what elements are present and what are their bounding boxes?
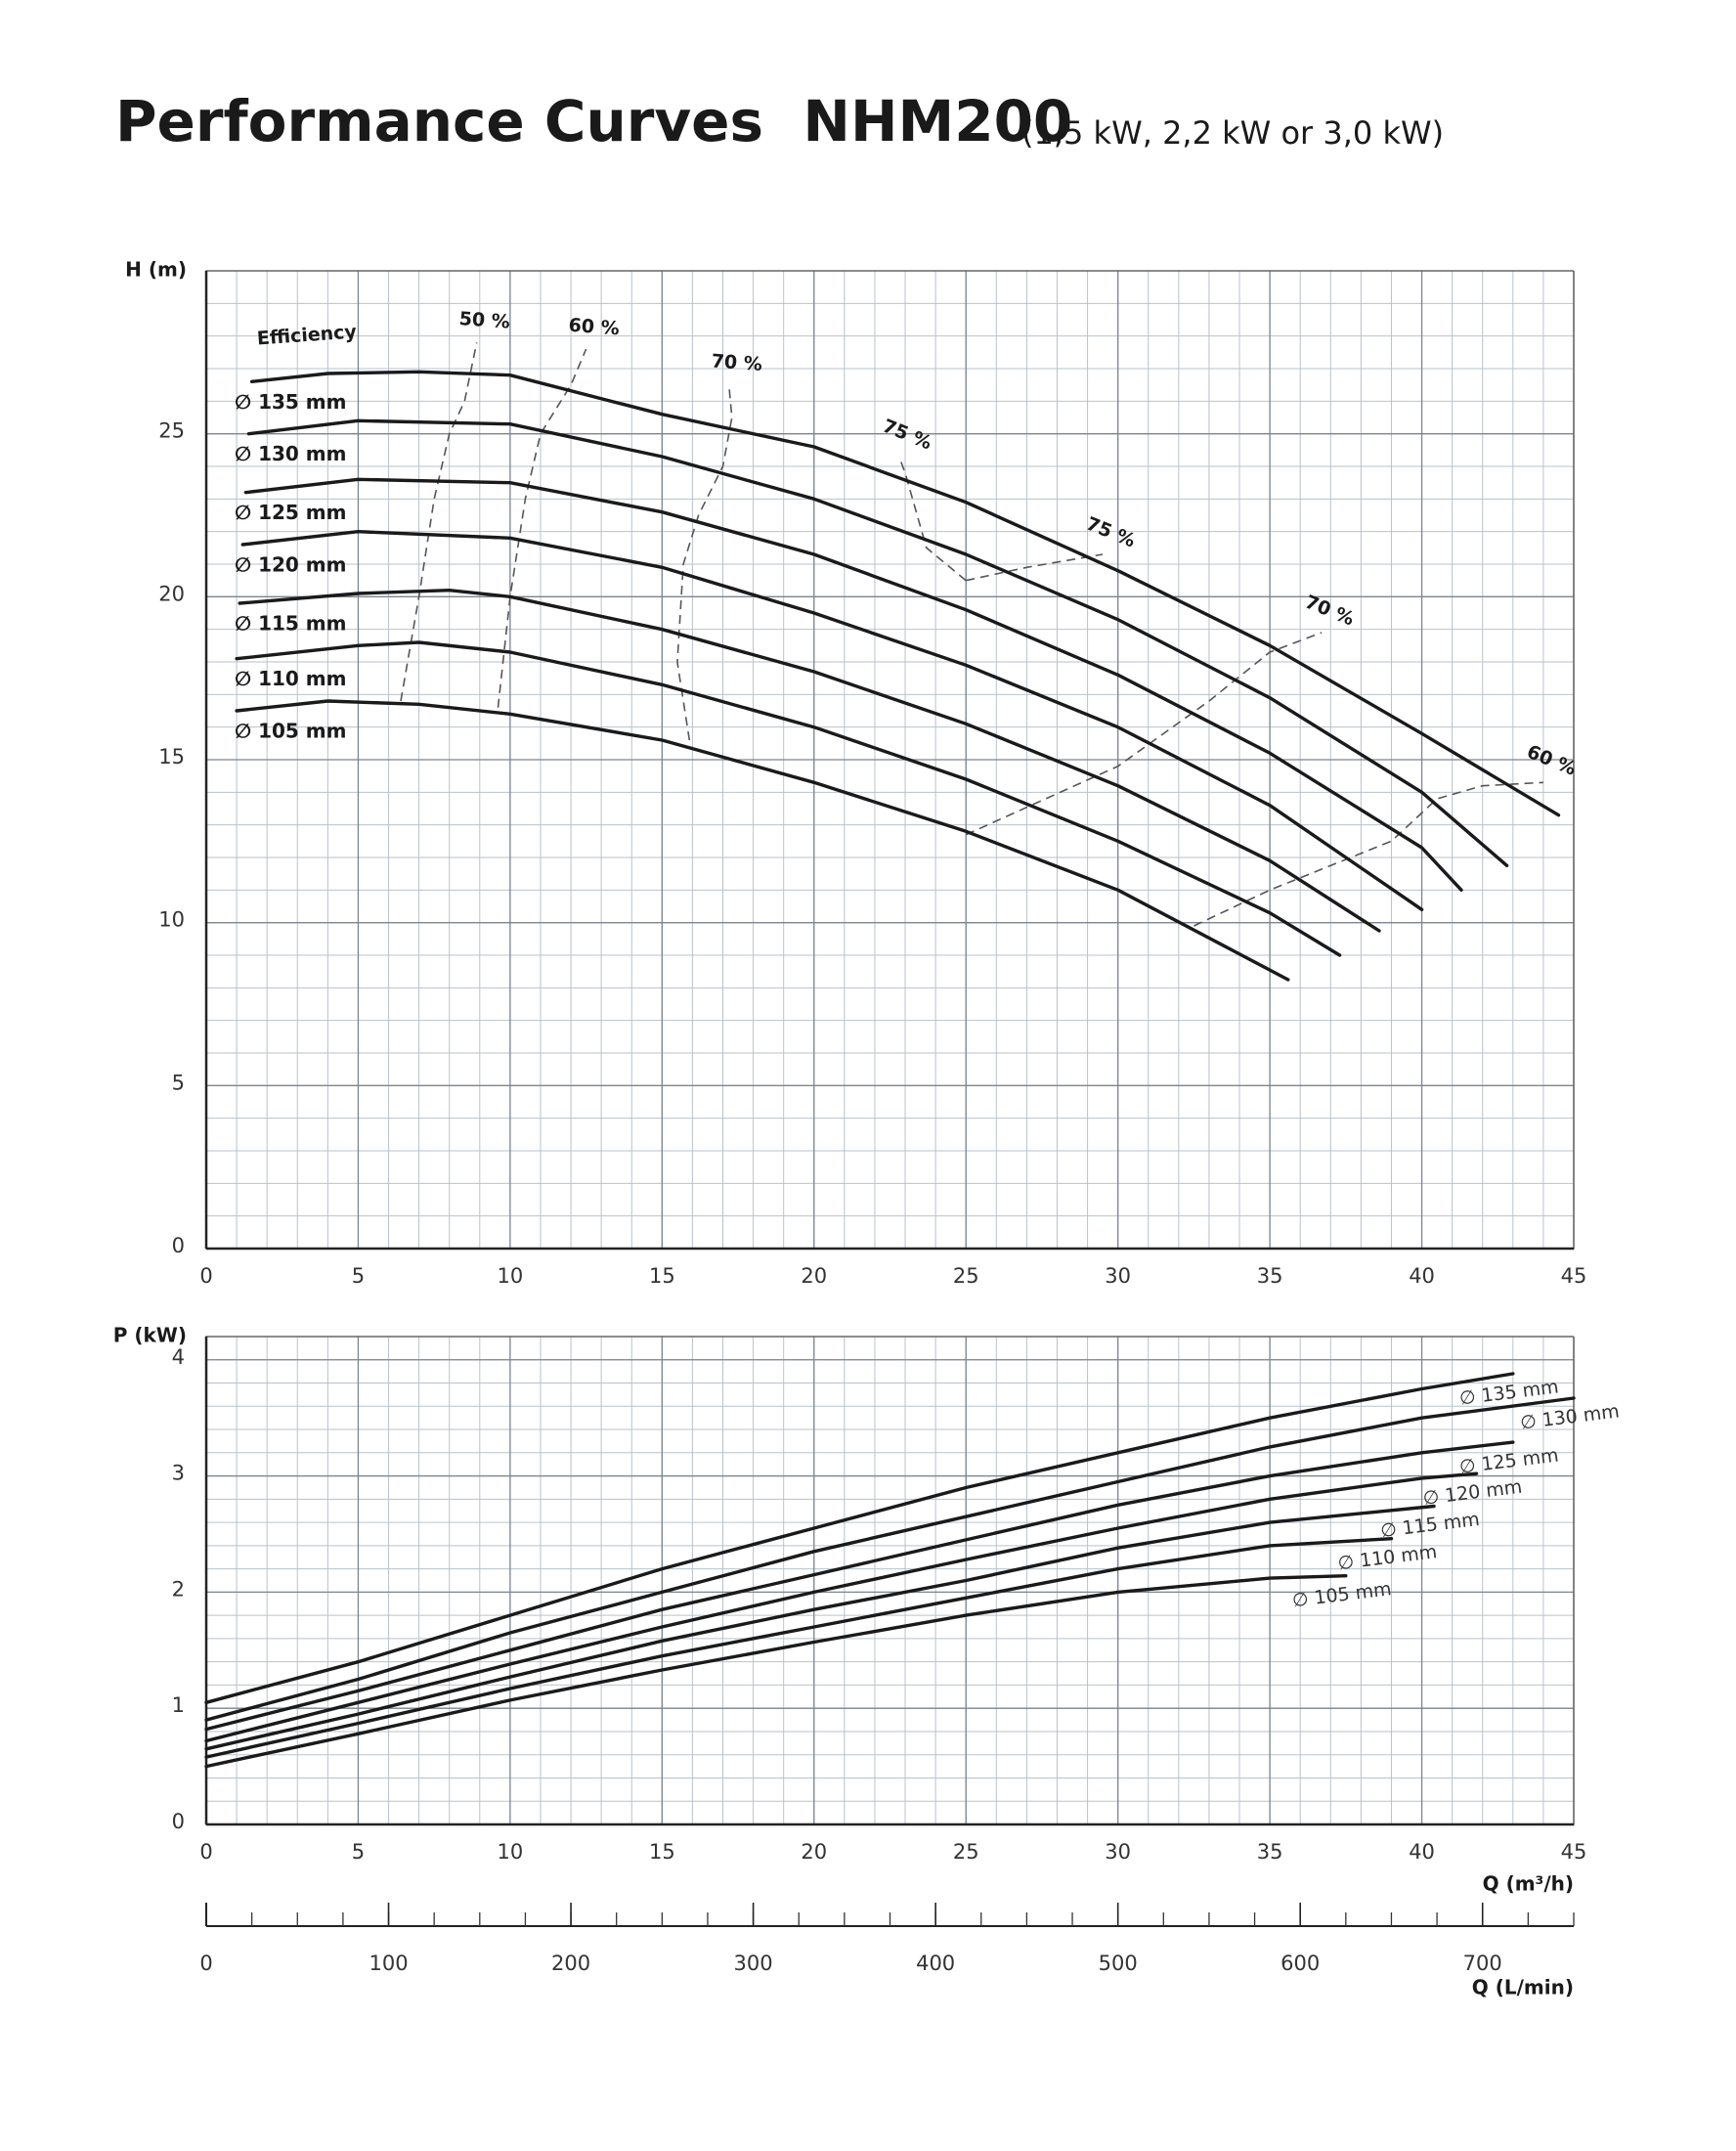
page-subtitle: (1,5 kW, 2,2 kW or 3,0 kW) <box>1021 114 1444 152</box>
curve <box>204 1471 1479 1743</box>
efficiency-curve <box>400 342 478 702</box>
x-tick-label: 20 <box>801 1840 827 1864</box>
curve <box>204 1504 1436 1751</box>
x-axis-label: Q (m³/h) <box>1483 1872 1574 1896</box>
x-tick-label: 5 <box>352 1840 365 1864</box>
curve-label: ∅ 115 mm <box>235 612 346 636</box>
efficiency-curve <box>898 456 967 582</box>
x-tick-label: 35 <box>1257 1264 1283 1288</box>
y-tick-label: 1 <box>172 1693 185 1717</box>
efficiency-curve <box>1194 781 1543 927</box>
curve <box>240 530 1424 911</box>
curve-label: ∅ 105 mm <box>1291 1578 1393 1611</box>
y-tick-label: 3 <box>172 1462 185 1485</box>
efficiency-label: 60 % <box>568 315 621 340</box>
x-tick-label: 0 <box>199 1264 212 1288</box>
efficiency-curve <box>676 384 733 741</box>
curve <box>204 1537 1394 1759</box>
curve <box>204 1396 1576 1722</box>
curve <box>235 699 1290 982</box>
x2-axis-label: Q (L/min) <box>1472 1976 1574 1999</box>
efficiency-label: 75 % <box>880 416 935 455</box>
x2-tick-label: 600 <box>1280 1952 1320 1975</box>
curve <box>249 370 1561 817</box>
efficiency-label: 70 % <box>711 350 763 375</box>
curve-label: ∅ 130 mm <box>235 442 346 465</box>
x-tick-label: 15 <box>649 1264 675 1288</box>
y-axis-label: H (m) <box>125 258 187 282</box>
y-tick-label: 0 <box>172 1234 185 1257</box>
x2-tick-label: 300 <box>734 1952 773 1975</box>
x-tick-label: 20 <box>801 1264 827 1288</box>
curve-label: ∅ 110 mm <box>235 667 346 690</box>
x-tick-label: 30 <box>1105 1264 1131 1288</box>
curve-label: ∅ 120 mm <box>235 553 346 577</box>
curve <box>243 477 1463 892</box>
curve-label: ∅ 135 mm <box>235 390 346 414</box>
x-tick-label: 25 <box>953 1840 979 1864</box>
curve-label: ∅ 105 mm <box>235 720 346 743</box>
efficiency-title: Efficiency <box>256 321 358 349</box>
y-tick-label: 4 <box>172 1345 185 1369</box>
x2-tick-label: 100 <box>369 1952 408 1975</box>
curve <box>246 418 1509 867</box>
curve-label: ∅ 120 mm <box>1422 1476 1524 1510</box>
efficiency-curve <box>497 348 587 708</box>
x-tick-label: 30 <box>1105 1840 1131 1864</box>
x2-tick-label: 700 <box>1463 1952 1502 1975</box>
efficiency-curve <box>966 553 1104 582</box>
x-tick-label: 45 <box>1561 1264 1587 1288</box>
y-axis-label: P (kW) <box>113 1324 187 1347</box>
x-tick-label: 35 <box>1257 1840 1283 1864</box>
x-tick-label: 45 <box>1561 1840 1587 1864</box>
curve-label: ∅ 115 mm <box>1379 1509 1481 1542</box>
efficiency-label: 75 % <box>1083 513 1139 552</box>
page-title: Performance Curves NHM200 <box>115 88 1072 154</box>
y-tick-label: 20 <box>158 582 185 605</box>
curve-label: ∅ 130 mm <box>1519 1400 1621 1433</box>
curve-label: ∅ 125 mm <box>235 501 346 524</box>
x2-tick-label: 400 <box>916 1952 955 1975</box>
x2-tick-label: 0 <box>199 1952 212 1975</box>
y-tick-label: 0 <box>172 1810 185 1833</box>
x-tick-label: 0 <box>199 1840 212 1864</box>
efficiency-label: 60 % <box>1524 741 1580 780</box>
y-tick-label: 2 <box>172 1577 185 1601</box>
x-tick-label: 10 <box>498 1264 524 1288</box>
x-tick-label: 40 <box>1409 1264 1435 1288</box>
y-tick-label: 25 <box>158 419 185 443</box>
curve <box>235 640 1342 957</box>
y-tick-label: 5 <box>172 1071 185 1094</box>
curve <box>204 1372 1515 1704</box>
x2-tick-label: 200 <box>551 1952 590 1975</box>
x-tick-label: 25 <box>953 1264 979 1288</box>
curve <box>204 1574 1348 1769</box>
x-tick-label: 10 <box>498 1840 524 1864</box>
y-tick-label: 15 <box>158 745 185 768</box>
x-tick-label: 40 <box>1409 1840 1435 1864</box>
x-tick-label: 15 <box>649 1840 675 1864</box>
efficiency-curve <box>965 632 1323 836</box>
x2-tick-label: 500 <box>1099 1952 1138 1975</box>
curve <box>238 589 1381 933</box>
x-tick-label: 5 <box>352 1264 365 1288</box>
efficiency-label: 50 % <box>458 308 511 333</box>
curve <box>204 1440 1515 1732</box>
y-tick-label: 10 <box>158 908 185 932</box>
